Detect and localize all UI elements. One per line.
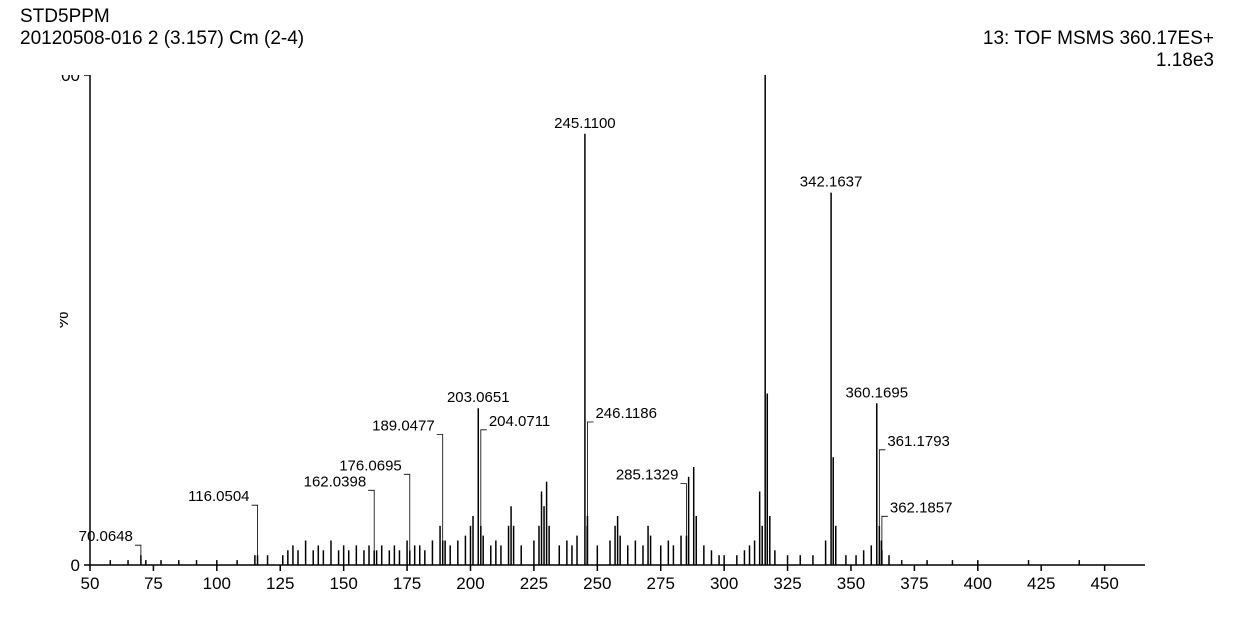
svg-text:325: 325 <box>773 574 801 593</box>
svg-text:350: 350 <box>837 574 865 593</box>
svg-text:225: 225 <box>520 574 548 593</box>
svg-text:70.0648: 70.0648 <box>79 528 133 545</box>
svg-text:362.1857: 362.1857 <box>890 499 953 516</box>
svg-text:189.0477: 189.0477 <box>372 418 435 435</box>
svg-text:204.0711: 204.0711 <box>489 413 550 430</box>
svg-text:425: 425 <box>1027 574 1055 593</box>
svg-text:175: 175 <box>393 574 421 593</box>
svg-text:361.1793: 361.1793 <box>887 433 950 450</box>
svg-text:245.1100: 245.1100 <box>554 115 615 132</box>
svg-text:125: 125 <box>266 574 294 593</box>
svg-text:176.0695: 176.0695 <box>339 457 402 474</box>
svg-text:203.0651: 203.0651 <box>447 389 510 406</box>
svg-text:375: 375 <box>900 574 928 593</box>
svg-text:450: 450 <box>1090 574 1118 593</box>
svg-text:246.1186: 246.1186 <box>595 405 656 422</box>
svg-text:0: 0 <box>71 556 80 575</box>
subtitle: 20120508-016 2 (3.157) Cm (2-4) <box>20 28 304 50</box>
svg-text:50: 50 <box>81 574 100 593</box>
max-intensity: 1.18e3 <box>1156 50 1214 72</box>
svg-text:162.0398: 162.0398 <box>304 473 367 490</box>
svg-text:100: 100 <box>60 75 80 85</box>
svg-text:275: 275 <box>647 574 675 593</box>
svg-text:300: 300 <box>710 574 738 593</box>
svg-text:342.1637: 342.1637 <box>800 174 863 191</box>
scan-info: 13: TOF MSMS 360.17ES+ <box>983 28 1214 50</box>
svg-text:75: 75 <box>144 574 163 593</box>
svg-text:400: 400 <box>964 574 992 593</box>
svg-text:%: % <box>60 311 73 328</box>
svg-text:116.0504: 116.0504 <box>188 488 249 505</box>
svg-text:150: 150 <box>329 574 357 593</box>
svg-text:200: 200 <box>456 574 484 593</box>
svg-text:360.1695: 360.1695 <box>845 384 908 401</box>
svg-text:100: 100 <box>203 574 231 593</box>
mass-spectrum-plot: 0100%50751001251501752002252502753003253… <box>60 75 1160 565</box>
svg-text:285.1329: 285.1329 <box>616 467 679 484</box>
svg-text:250: 250 <box>583 574 611 593</box>
title: STD5PPM <box>20 6 110 28</box>
